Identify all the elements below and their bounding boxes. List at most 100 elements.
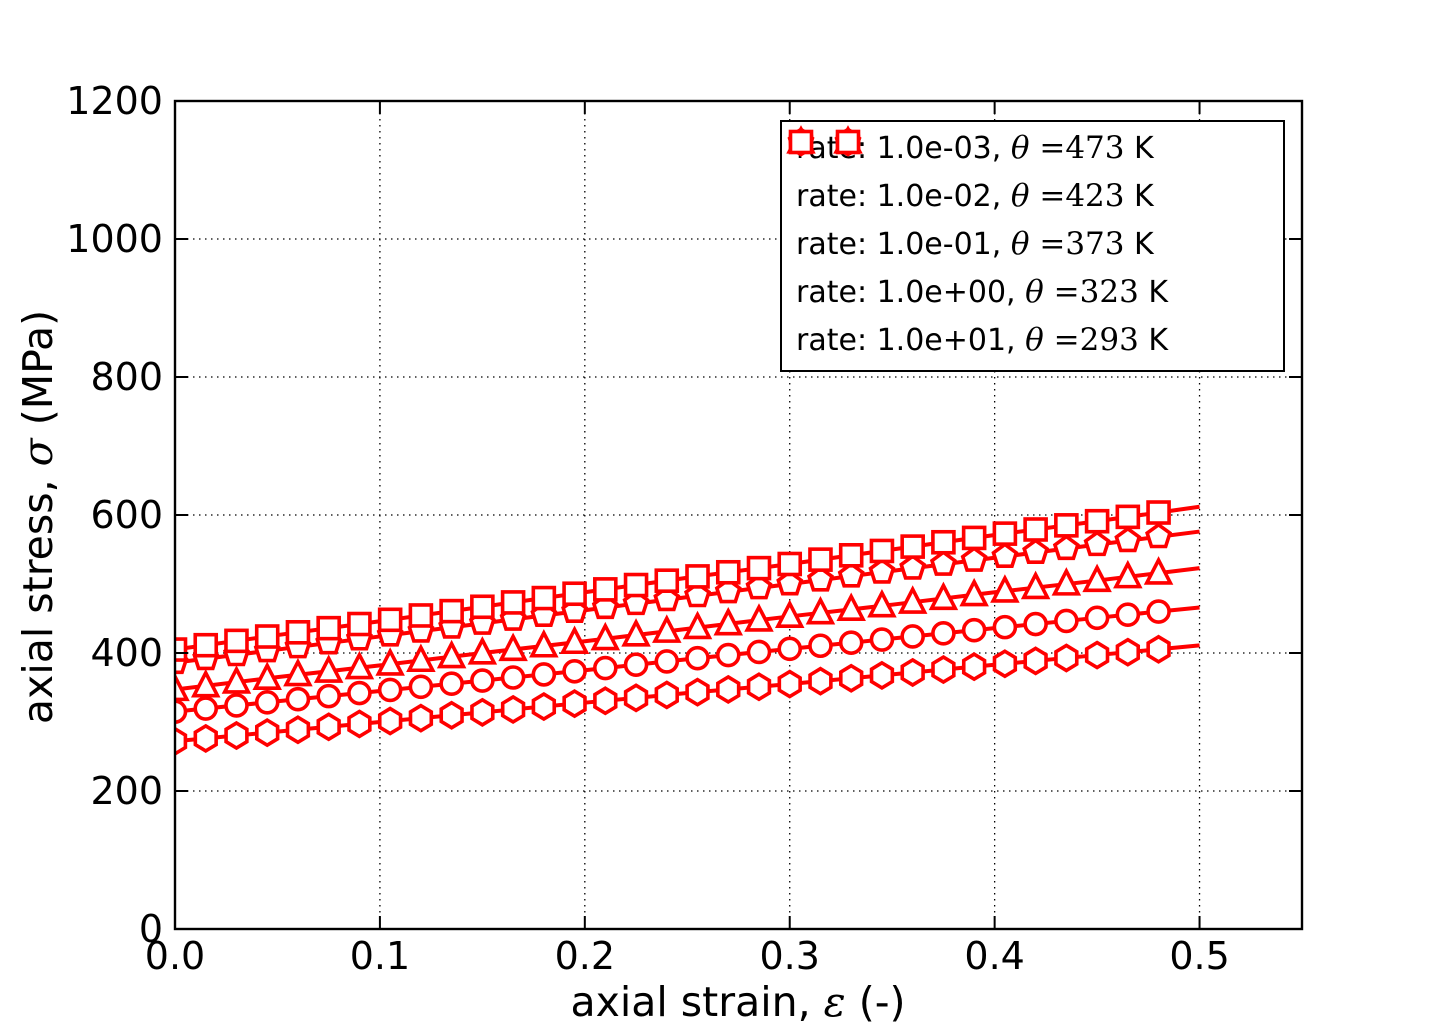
marker-pentagon: [1145, 522, 1173, 549]
marker-hexagon: [285, 715, 311, 745]
marker-triangle: [406, 643, 436, 673]
theta-symbol: θ: [1010, 226, 1030, 262]
marker-square: [193, 632, 219, 658]
marker-circle: [316, 683, 341, 709]
epsilon-symbol: ε: [823, 978, 846, 1026]
y-axis-label-suffix: (MPa): [14, 309, 62, 439]
legend-temperature-unit: K: [1124, 227, 1154, 262]
marker-square: [1054, 513, 1079, 538]
marker-triangle: [590, 621, 621, 651]
marker-pentagon: [684, 581, 712, 608]
marker-circle: [439, 671, 464, 697]
marker-circle: [593, 655, 618, 681]
marker-hexagon: [316, 712, 341, 742]
marker-hexagon: [838, 663, 864, 693]
marker-square: [869, 538, 895, 564]
marker-circle: [900, 624, 925, 649]
marker-triangle: [867, 588, 897, 618]
marker-square: [408, 603, 434, 628]
marker-circle: [715, 642, 741, 668]
marker-pentagon: [899, 554, 927, 580]
marker-hexagon: [808, 666, 833, 696]
legend-marker-square: [788, 129, 861, 155]
y-tick-label: 0: [139, 907, 163, 951]
marker-square: [1084, 508, 1110, 534]
marker-triangle: [467, 636, 498, 665]
marker-hexagon: [500, 694, 526, 725]
marker-pentagon: [1052, 534, 1080, 561]
legend-temperature-value: =373: [1029, 226, 1125, 262]
legend-rate-text: rate: 1.0e+01,: [796, 323, 1026, 358]
marker-pentagon: [714, 577, 742, 604]
marker-hexagon: [931, 654, 956, 685]
marker-hexagon: [777, 669, 802, 699]
marker-square: [439, 598, 464, 624]
marker-square: [531, 585, 557, 611]
series-markers-triangle: [175, 556, 1174, 702]
marker-triangle: [190, 668, 221, 698]
marker-pentagon: [745, 573, 773, 600]
marker-square: [623, 572, 649, 598]
legend-item-rate-1.0e+01: rate: 1.0e+01, θ =293 K: [788, 129, 1283, 364]
y-tick-label: 800: [90, 355, 163, 399]
marker-triangle: [175, 672, 190, 702]
legend-item-rate-1.0e-01: rate: 1.0e-01, θ =373 K: [786, 125, 1283, 268]
marker-triangle: [897, 585, 928, 614]
legend-item-rate-1.0e-03: rate: 1.0e-03, θ =473 K: [788, 124, 1283, 172]
marker-pentagon: [1022, 538, 1050, 565]
marker-hexagon: [377, 706, 403, 736]
marker-hexagon: [746, 672, 772, 702]
y-tick-label: 400: [90, 631, 163, 675]
marker-pentagon: [929, 550, 957, 576]
marker-triangle: [559, 625, 590, 655]
marker-circle: [869, 627, 895, 652]
marker-triangle: [928, 581, 959, 611]
marker-hexagon: [716, 674, 741, 705]
legend-rate-text: rate: 1.0e+00,: [796, 275, 1026, 310]
marker-square: [1115, 504, 1141, 530]
marker-circle: [254, 690, 280, 715]
marker-hexagon: [900, 657, 925, 688]
marker-circle: [224, 693, 249, 718]
x-tick-label: 0.0: [145, 934, 205, 978]
x-tick-label: 0.3: [760, 934, 820, 978]
marker-hexagon: [869, 660, 895, 690]
x-tick-label: 0.2: [555, 934, 615, 978]
marker-hexagon: [623, 683, 649, 713]
marker-square: [254, 624, 280, 649]
marker-triangle: [682, 610, 713, 640]
marker-square: [838, 542, 864, 568]
marker-square: [992, 521, 1018, 546]
marker-triangle: [1082, 563, 1112, 593]
legend-temperature-value: =323: [1043, 274, 1139, 310]
marker-square: [593, 577, 618, 602]
legend-label: rate: 1.0e+01, θ =293 K: [796, 322, 1168, 358]
marker-square: [316, 615, 341, 641]
marker-hexagon: [193, 723, 218, 754]
marker-hexagon: [1084, 640, 1110, 670]
marker-circle: [1146, 599, 1171, 624]
marker-square: [654, 568, 680, 593]
marker-circle: [408, 674, 434, 700]
marker-circle: [1054, 608, 1079, 634]
series-group: [175, 500, 1200, 756]
marker-hexagon: [175, 726, 188, 756]
marker-circle: [654, 649, 680, 674]
marker-triangle: [836, 592, 866, 621]
marker-triangle: [498, 632, 528, 662]
series-markers-circle: [175, 599, 1171, 724]
marker-triangle: [344, 650, 375, 680]
marker-circle: [992, 614, 1018, 640]
marker-circle: [777, 636, 803, 662]
marker-hexagon: [1115, 637, 1141, 667]
marker-circle: [1084, 605, 1110, 631]
marker-triangle: [805, 595, 836, 625]
marker-triangle: [436, 639, 467, 669]
marker-square: [900, 534, 925, 559]
marker-hexagon: [562, 689, 587, 719]
sigma-symbol: σ: [14, 438, 62, 467]
theta-symbol: θ: [1010, 178, 1030, 214]
marker-hexagon: [408, 703, 434, 733]
marker-square: [470, 594, 495, 620]
marker-square: [1146, 500, 1171, 525]
